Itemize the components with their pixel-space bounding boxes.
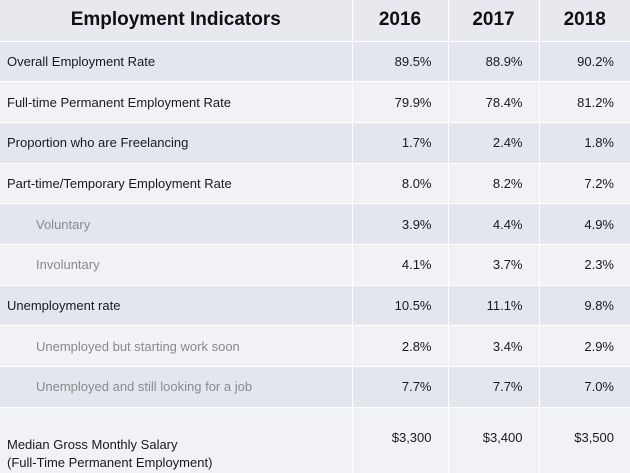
row-label: Involuntary	[0, 243, 352, 286]
table-row-median-salary: Median Gross Monthly Salary (Full-Time P…	[0, 406, 630, 473]
row-label: Overall Employment Rate	[0, 40, 352, 82]
cell-2018: 2.9%	[538, 325, 630, 367]
cell-2017: 4.4%	[447, 203, 539, 245]
row-label: Unemployment rate	[0, 284, 352, 326]
cell-2016: 79.9%	[351, 81, 448, 123]
row-label: Part-time/Temporary Employment Rate	[0, 162, 352, 204]
cell-2016: 8.0%	[351, 162, 448, 204]
year-header-2017: 2017	[447, 0, 539, 41]
cell-2016: 7.7%	[351, 366, 448, 408]
row-label: Proportion who are Freelancing	[0, 121, 352, 164]
table-header-row: Employment Indicators 2016 2017 2018	[0, 0, 630, 41]
cell-2018: 90.2%	[538, 40, 630, 82]
row-label: Unemployed and still looking for a job	[0, 366, 352, 408]
table-row-fulltime-permanent: Full-time Permanent Employment Rate 79.9…	[0, 81, 630, 123]
table-row-starting-soon: Unemployed but starting work soon 2.8% 3…	[0, 325, 630, 367]
year-header-2016: 2016	[351, 0, 448, 41]
table-row-parttime-temporary: Part-time/Temporary Employment Rate 8.0%…	[0, 162, 630, 204]
cell-2017: 3.4%	[447, 325, 539, 367]
cell-2016: $3,300	[351, 406, 448, 473]
cell-2016: 89.5%	[351, 40, 448, 82]
cell-2016: 10.5%	[351, 284, 448, 326]
table-row-overall-employment: Overall Employment Rate 89.5% 88.9% 90.2…	[0, 40, 630, 82]
cell-2017: 7.7%	[447, 366, 539, 408]
table-row-involuntary: Involuntary 4.1% 3.7% 2.3%	[0, 243, 630, 286]
table-row-unemployment: Unemployment rate 10.5% 11.1% 9.8%	[0, 284, 630, 326]
table-row-voluntary: Voluntary 3.9% 4.4% 4.9%	[0, 203, 630, 245]
table-row-freelancing: Proportion who are Freelancing 1.7% 2.4%…	[0, 121, 630, 164]
row-label: Full-time Permanent Employment Rate	[0, 81, 352, 123]
cell-2016: 2.8%	[351, 325, 448, 367]
row-label: Unemployed but starting work soon	[0, 325, 352, 367]
cell-2018: $3,500	[538, 406, 630, 473]
cell-2018: 1.8%	[538, 121, 630, 164]
cell-2018: 7.0%	[538, 366, 630, 408]
table-title: Employment Indicators	[0, 0, 352, 41]
cell-2018: 9.8%	[538, 284, 630, 326]
row-label: Median Gross Monthly Salary (Full-Time P…	[0, 406, 352, 473]
row-label: Voluntary	[0, 203, 352, 245]
cell-2017: 2.4%	[447, 121, 539, 164]
table-row-still-looking: Unemployed and still looking for a job 7…	[0, 366, 630, 408]
cell-2017: 88.9%	[447, 40, 539, 82]
cell-2016: 3.9%	[351, 203, 448, 245]
cell-2018: 4.9%	[538, 203, 630, 245]
cell-2018: 2.3%	[538, 243, 630, 286]
cell-2017: $3,400	[447, 406, 539, 473]
cell-2017: 78.4%	[447, 81, 539, 123]
cell-2017: 8.2%	[447, 162, 539, 204]
cell-2017: 11.1%	[447, 284, 539, 326]
salary-label-line1: Median Gross Monthly Salary	[7, 437, 178, 453]
cell-2016: 1.7%	[351, 121, 448, 164]
cell-2017: 3.7%	[447, 243, 539, 286]
cell-2018: 81.2%	[538, 81, 630, 123]
cell-2018: 7.2%	[538, 162, 630, 204]
year-header-2018: 2018	[538, 0, 630, 41]
salary-label-line2: (Full-Time Permanent Employment)	[7, 455, 213, 471]
cell-2016: 4.1%	[351, 243, 448, 286]
